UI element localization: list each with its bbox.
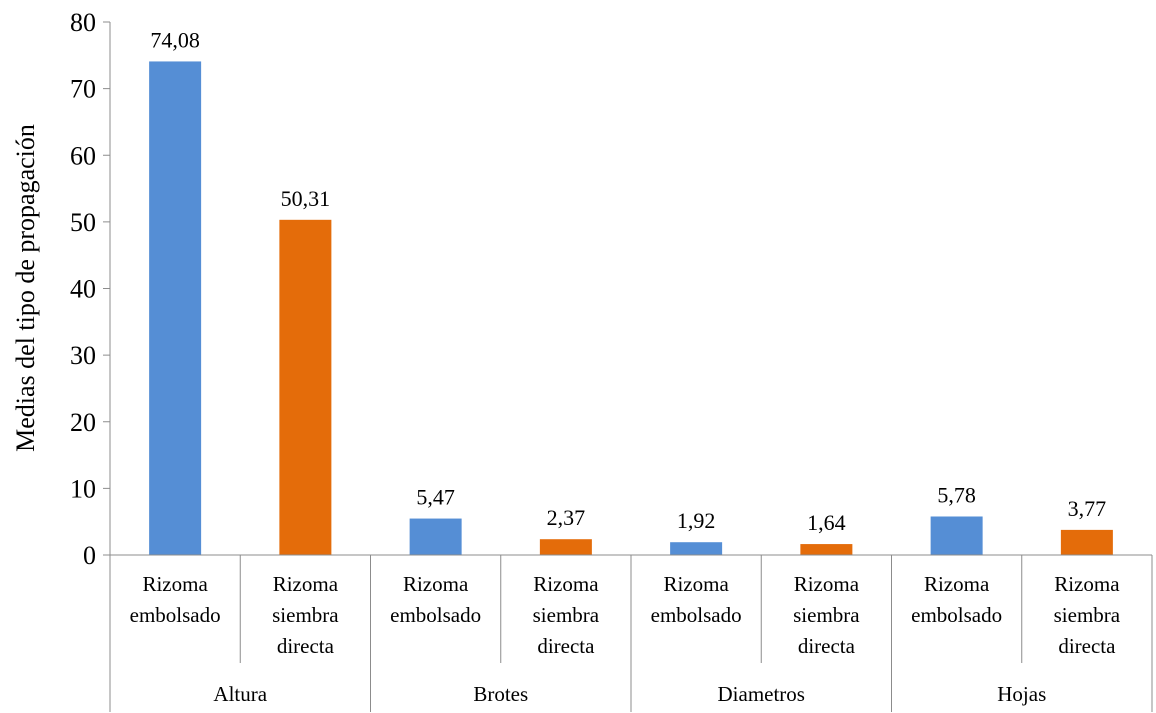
y-tick-label: 50 bbox=[70, 208, 96, 237]
data-label: 1,64 bbox=[807, 510, 846, 535]
category-label: Rizoma bbox=[533, 572, 599, 596]
data-label: 3,77 bbox=[1068, 496, 1107, 521]
group-label: Diametros bbox=[718, 682, 805, 706]
y-tick-label: 60 bbox=[70, 141, 96, 170]
category-label: directa bbox=[277, 634, 335, 658]
category-label: Rizoma bbox=[924, 572, 990, 596]
y-tick-label: 10 bbox=[70, 474, 96, 503]
category-label: siembra bbox=[1054, 603, 1121, 627]
group-label: Brotes bbox=[473, 682, 528, 706]
group-label: Altura bbox=[213, 682, 267, 706]
category-label: Rizoma bbox=[142, 572, 208, 596]
bar bbox=[670, 542, 723, 555]
category-label: directa bbox=[1058, 634, 1116, 658]
category-label: Rizoma bbox=[403, 572, 469, 596]
category-label: directa bbox=[798, 634, 856, 658]
category-label: Rizoma bbox=[273, 572, 339, 596]
bar bbox=[409, 518, 462, 555]
bar bbox=[930, 516, 983, 555]
category-label: embolsado bbox=[651, 603, 742, 627]
category-label: Rizoma bbox=[794, 572, 860, 596]
category-label: Rizoma bbox=[1054, 572, 1120, 596]
category-label: Rizoma bbox=[663, 572, 729, 596]
category-label: directa bbox=[537, 634, 595, 658]
bar bbox=[800, 544, 853, 555]
y-axis: 0 10 20 30 40 50 60 70 80 bbox=[70, 8, 111, 570]
y-axis-title: Medias del tipo de propagación bbox=[11, 124, 40, 452]
x-axis: Rizoma embolsado Rizoma siembra directa Rizom… bbox=[109, 554, 1153, 712]
y-tick-label: 70 bbox=[70, 75, 96, 104]
bar bbox=[279, 219, 332, 555]
category-label: siembra bbox=[272, 603, 339, 627]
y-tick-label: 0 bbox=[83, 541, 96, 570]
y-tick-label: 20 bbox=[70, 408, 96, 437]
category-label: embolsado bbox=[390, 603, 481, 627]
bar bbox=[539, 539, 592, 555]
category-label: siembra bbox=[793, 603, 860, 627]
bar bbox=[149, 61, 202, 555]
bar bbox=[1060, 529, 1113, 555]
data-label: 50,31 bbox=[281, 186, 331, 211]
category-label: embolsado bbox=[911, 603, 1002, 627]
y-tick-label: 30 bbox=[70, 341, 96, 370]
y-tick-label: 40 bbox=[70, 275, 96, 304]
category-label: embolsado bbox=[130, 603, 221, 627]
y-tick-label: 80 bbox=[70, 8, 96, 37]
bars bbox=[149, 61, 1113, 555]
data-labels: 74,08 50,31 5,47 2,37 1,92 1,64 5,78 3,77 bbox=[150, 27, 1106, 535]
data-label: 5,47 bbox=[416, 485, 455, 510]
data-label: 74,08 bbox=[150, 27, 200, 52]
data-label: 1,92 bbox=[677, 508, 716, 533]
data-label: 5,78 bbox=[937, 482, 976, 507]
data-label: 2,37 bbox=[547, 505, 586, 530]
category-label: siembra bbox=[533, 603, 600, 627]
group-label: Hojas bbox=[997, 682, 1046, 706]
